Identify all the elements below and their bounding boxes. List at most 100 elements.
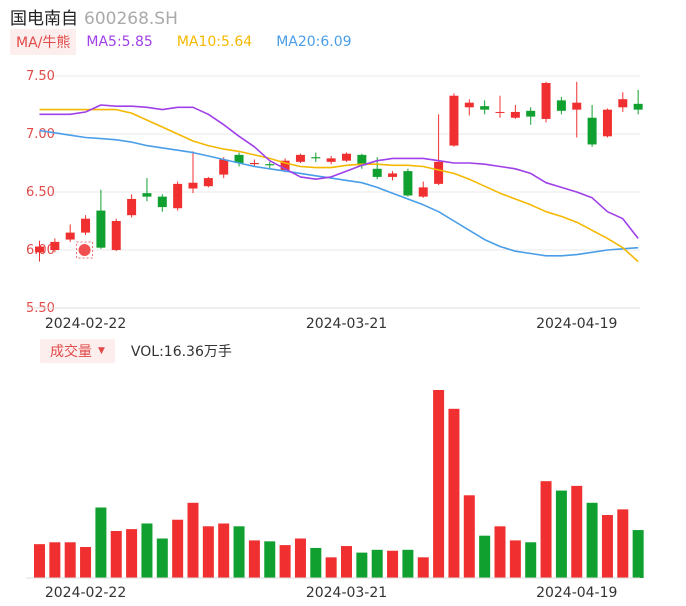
y-tick-label: 7.00	[26, 127, 55, 142]
ma10-line	[39, 108, 639, 263]
candle-body	[434, 161, 444, 184]
volume-bar	[248, 540, 260, 578]
volume-bar	[126, 529, 138, 578]
candle-body	[480, 106, 490, 110]
candle-body	[265, 164, 275, 166]
candle-body	[418, 187, 428, 197]
candle-body	[388, 173, 398, 177]
volume-bar	[325, 557, 337, 578]
candle-body	[618, 99, 628, 108]
ma10-label: MA10:5.64	[176, 34, 253, 50]
volume-bar	[141, 523, 153, 578]
candle-body	[65, 232, 75, 240]
x-date-label: 2024-03-21	[306, 316, 387, 332]
candle-body	[342, 153, 351, 161]
volume-bar	[95, 507, 107, 578]
volume-bar	[371, 549, 383, 578]
ma5-line	[39, 104, 639, 239]
volume-bar	[218, 523, 230, 578]
volume-bar	[49, 542, 61, 578]
volume-bar	[540, 481, 552, 578]
candle-body	[234, 154, 244, 163]
volume-bar	[34, 544, 45, 578]
volume-value: VOL:16.36万手	[130, 344, 232, 360]
ma20-label: MA20:6.09	[276, 34, 352, 50]
candle-body	[157, 196, 167, 208]
candle-body	[449, 95, 459, 146]
candle-body	[526, 110, 536, 117]
candle-body	[602, 109, 612, 137]
volume-selector-button[interactable]: 成交量 ▼	[40, 339, 115, 363]
candle-body	[35, 246, 44, 253]
volume-bar	[279, 545, 291, 578]
volume-bar	[80, 546, 92, 578]
ma-selector-button[interactable]: MA/牛熊	[10, 29, 77, 55]
marker-icon	[78, 244, 91, 256]
candle-body	[203, 178, 213, 187]
stock-code: 600268.SH	[84, 9, 178, 29]
candle-body	[295, 154, 305, 162]
volume-bar	[586, 502, 598, 578]
volume-bar	[494, 526, 506, 578]
y-tick-label: 6.50	[26, 185, 55, 200]
volume-bar	[601, 515, 613, 578]
volume-bar	[509, 540, 521, 578]
candle-body	[219, 159, 229, 175]
candle-body	[510, 111, 520, 118]
volume-bar	[202, 526, 214, 578]
volume-bar	[264, 541, 276, 578]
volume-bar	[525, 542, 537, 578]
stock-name: 国电南自	[10, 9, 78, 29]
volume-legend: 成交量 ▼ VOL:16.36万手	[40, 339, 232, 363]
volume-bar	[156, 538, 168, 578]
ma5-label: MA5:5.85	[86, 34, 153, 50]
volume-bar	[233, 526, 245, 578]
candle-body	[280, 160, 290, 170]
candle-body	[326, 158, 336, 162]
candle-body	[495, 111, 505, 113]
ma-legend: MA/牛熊 MA5:5.85 MA10:5.64 MA20:6.09	[10, 29, 352, 55]
volume-bar	[387, 550, 399, 578]
ma20-line	[39, 129, 639, 257]
candle-body	[249, 163, 259, 165]
volume-bar	[463, 495, 475, 578]
candle-body	[188, 182, 198, 189]
candle-body	[127, 198, 137, 216]
volume-selector-label: 成交量	[50, 344, 92, 360]
volume-bar	[310, 547, 322, 578]
volume-bar	[64, 542, 76, 578]
volume-bar	[110, 531, 122, 578]
candle-body	[403, 171, 413, 196]
candle-body	[587, 117, 597, 145]
candle-body	[464, 102, 474, 108]
caret-down-icon: ▼	[98, 346, 105, 356]
candle-body	[372, 168, 382, 177]
x-date-label: 2024-02-22	[45, 316, 126, 332]
marker-frame	[76, 241, 94, 259]
candle-body	[81, 218, 91, 233]
candle-body	[633, 103, 643, 110]
candle-body	[541, 82, 551, 119]
candle-body	[311, 157, 321, 159]
candle-body	[357, 154, 367, 166]
volume-x-date-label: 2024-04-19	[536, 585, 617, 601]
candle-body	[50, 241, 60, 250]
volume-bar	[294, 538, 306, 578]
volume-bar	[617, 509, 629, 578]
y-tick-label: 7.50	[26, 69, 55, 84]
volume-bar	[571, 485, 583, 578]
candle-body	[556, 100, 566, 111]
volume-bar	[172, 519, 184, 578]
volume-x-date-label: 2024-02-22	[45, 585, 126, 601]
volume-bar	[402, 549, 414, 578]
x-date-label: 2024-04-19	[536, 316, 617, 332]
candle-body	[142, 193, 152, 197]
volume-bar	[417, 557, 429, 578]
volume-x-date-label: 2024-03-21	[306, 585, 387, 601]
volume-bar	[356, 552, 368, 578]
volume-bar	[433, 390, 445, 578]
volume-bar	[632, 530, 644, 578]
volume-bar	[341, 546, 352, 578]
volume-bar	[187, 502, 199, 578]
